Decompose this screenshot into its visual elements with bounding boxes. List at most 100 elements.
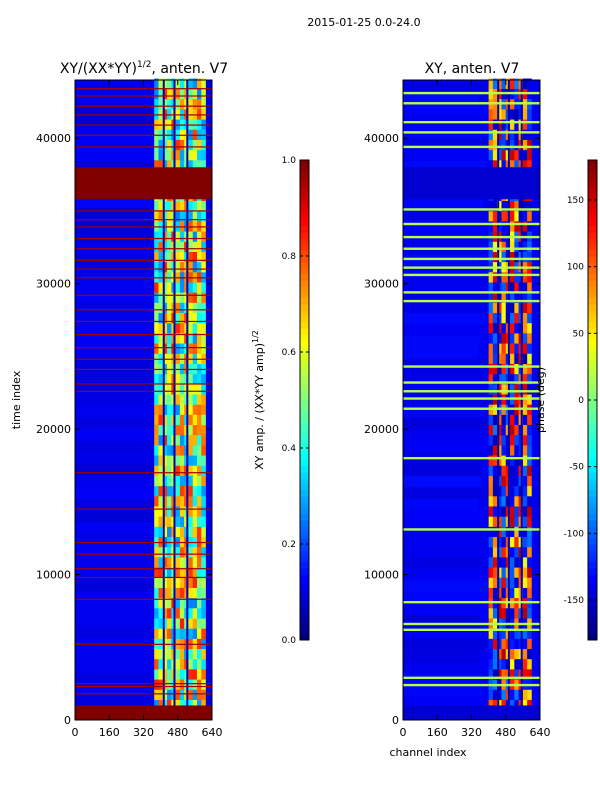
heatmap-cell [527,241,532,252]
heatmap-cell [488,149,494,161]
heatmap-cell [514,333,519,344]
heatmap-cell [162,98,168,110]
colorbar-step [588,274,597,281]
heatmap-cell [514,241,519,252]
heatmap-cell [154,333,159,344]
heatmap-cell [154,78,159,90]
heatmap-cell [158,485,164,497]
heatmap-cell [179,333,185,344]
heatmap-cell [497,669,502,680]
colorbar-step [588,346,597,353]
heatmap-cell [175,608,181,619]
colorbar-step [588,436,597,443]
heatmap-cell [510,200,515,212]
heatmap-cell [497,139,502,151]
heatmap-texture [75,231,162,243]
heatmap-cell [162,516,168,527]
colorbar-step [300,376,309,383]
heatmap-cell [192,577,198,588]
heatmap-cell [510,526,515,538]
heatmap-cell [162,261,168,273]
colorbar-tick-label: -150 [564,596,585,606]
heatmap-cell [175,648,181,660]
heatmap-cell [175,160,181,171]
heatmap-cell [501,496,507,507]
heatmap-cell [154,546,159,558]
heatmap-cell [175,251,181,263]
heatmap-cell [527,506,532,517]
colorbar-step [300,568,309,575]
heatmap-cell [175,149,181,161]
hot-row [75,358,212,360]
heatmap-cell [492,506,498,517]
heatmap-cell [162,210,168,222]
colorbar-tick-label: -50 [569,463,584,473]
heatmap-cell [527,373,532,385]
heatmap-cell [201,384,206,395]
heatmap-cell [162,424,168,436]
heatmap-cell [501,129,507,140]
heatmap-cell [501,445,507,456]
colorbar-step [300,508,309,515]
colorbar-step [588,208,597,215]
heatmap-cell [188,200,194,212]
hot-row [75,237,212,240]
heatmap-cell [188,526,194,538]
colorbar-tick-label: 0.2 [282,540,296,550]
heatmap-texture [75,149,163,162]
heatmap-cell [492,302,498,314]
heatmap-cell [188,648,194,660]
colorbar-step [588,472,597,479]
heatmap-cell [154,394,159,405]
heatmap-texture [75,429,152,441]
colorbar-tick-label: -100 [564,529,585,539]
heatmap-cell [192,546,198,558]
heatmap-cell [175,658,181,670]
heatmap-cell [158,404,164,415]
heatmap-cell [514,149,519,161]
hot-row [75,320,212,323]
hot-row [75,333,212,336]
heatmap-cell [188,292,194,303]
heatmap-cell [162,608,168,619]
heatmap-cell [510,129,515,140]
heatmap-cell [488,272,494,283]
heatmap-cell [197,445,202,456]
colorbar-step [588,226,597,233]
colorbar-step [300,400,309,407]
heatmap-cell [175,88,181,100]
hot-row [75,134,212,136]
heatmap-cell [201,557,206,568]
heatmap-texture [403,557,484,569]
heatmap-cell [179,312,185,324]
hot-row [75,598,212,600]
heatmap-cell [179,597,185,609]
flag-row [403,381,540,384]
heatmap-cell [175,292,181,303]
heatmap-cell [514,353,519,364]
heatmap-cell [158,261,164,273]
heatmap-cell [492,536,498,548]
heatmap-cell [179,282,185,293]
colorbar-step [588,466,597,473]
heatmap-cell [175,98,181,110]
colorbar-step [588,484,597,491]
colorbar-step [588,172,597,179]
heatmap-cell [197,384,202,395]
heatmap-cell [175,669,181,680]
heatmap-cell [510,496,515,507]
heatmap-texture [75,487,158,499]
heatmap-cell [179,292,185,303]
heatmap-cell [497,78,502,90]
heatmap-cell [201,445,206,456]
heatmap-cell [510,312,515,324]
heatmap-cell [167,689,172,700]
heatmap-cell [497,312,502,324]
heatmap-cell [522,200,528,212]
heatmap-cell [188,445,194,456]
heatmap-cell [514,373,519,385]
colorbar-step [300,526,309,533]
heatmap-cell [501,119,507,130]
colorbar-step [300,622,309,629]
x-tick-label: 160 [99,726,120,739]
